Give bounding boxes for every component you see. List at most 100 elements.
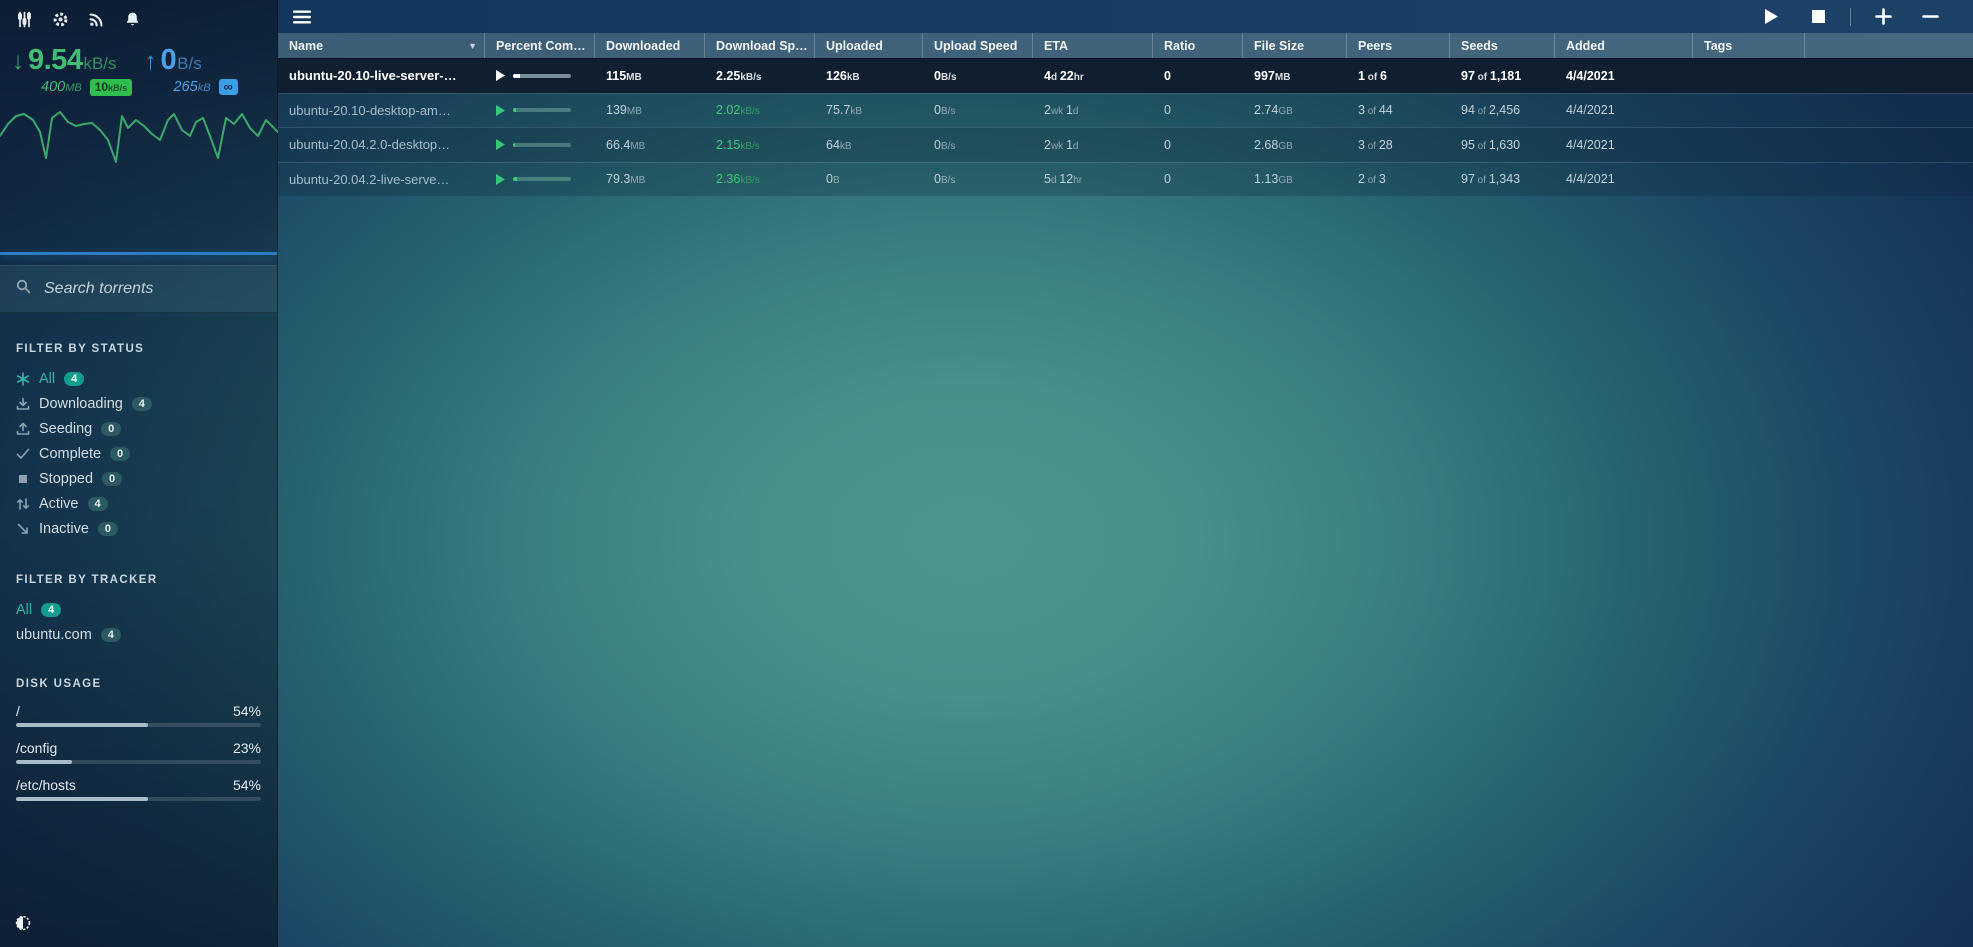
filter-label: Seeding [39, 420, 93, 437]
upload-total: 265kB [173, 79, 211, 95]
disk-usage-title: DISK USAGE [16, 678, 102, 690]
filter-label: Complete [39, 445, 102, 462]
cell-size: 1.13GB [1254, 172, 1293, 187]
cell-downloaded: 139MB [606, 103, 642, 118]
status-filter-title: FILTER BY STATUS [16, 343, 145, 355]
status-filter-active[interactable]: Active 4 [16, 491, 261, 516]
column-header-size[interactable]: File Size [1243, 33, 1347, 58]
column-label: Percent Com… [496, 38, 586, 53]
filter-label: Stopped [39, 470, 94, 487]
disk-usage-bar [16, 797, 261, 801]
cell-name: ubuntu-20.04.2.0-desktop… [289, 137, 451, 153]
active-arrows-icon [16, 497, 30, 511]
arrow-up-icon: ↑ [144, 48, 157, 75]
main-toolbar [278, 0, 1973, 33]
bell-icon[interactable] [124, 11, 141, 28]
column-label: Upload Speed [934, 38, 1018, 53]
start-torrent-button[interactable] [1756, 4, 1786, 30]
cell-ratio: 0 [1164, 68, 1171, 83]
feed-icon[interactable] [88, 11, 105, 28]
cell-pct [485, 139, 595, 151]
cell-downloaded: 115MB [606, 68, 642, 83]
disk-percent: 54% [232, 703, 261, 719]
status-filter-stopped[interactable]: Stopped 0 [16, 466, 261, 491]
cell-added: 4/4/2021 [1566, 68, 1615, 83]
disk-usage-bar [16, 760, 261, 764]
status-filter-downloading[interactable]: Downloading 4 [16, 391, 261, 416]
column-label: Tags [1704, 38, 1733, 53]
cell-seeds: 97 of 1,181 [1461, 68, 1522, 83]
status-filter-list: All 4 Downloading 4 Seeding 0 Complete 0 Stopped… [16, 366, 261, 541]
cell-ratio: 0 [1164, 103, 1171, 118]
column-header-dlspeed[interactable]: Download Sp… [705, 33, 815, 58]
tracker-filter-ubuntu.com[interactable]: ubuntu.com 4 [16, 622, 261, 647]
status-filter-all[interactable]: All 4 [16, 366, 261, 391]
search-panel [0, 265, 277, 313]
cell-name: ubuntu-20.10-desktop-am… [289, 102, 451, 118]
torrent-row[interactable]: ubuntu-20.10-desktop-am… 139MB 2.02kB/s 75… [278, 92, 1973, 127]
asterisk-icon [16, 371, 30, 386]
filter-count-badge: 0 [110, 446, 131, 461]
filter-label: Downloading [39, 395, 123, 412]
column-header-pct[interactable]: Percent Com… [485, 33, 595, 58]
remove-torrent-button[interactable] [1915, 4, 1945, 30]
filter-label: ubuntu.com [16, 626, 92, 643]
tracker-filter-title: FILTER BY TRACKER [16, 574, 158, 586]
column-header-name[interactable]: Name ▼ [278, 33, 485, 58]
hamburger-menu-button[interactable] [284, 4, 320, 30]
cell-peers: 3 of 44 [1358, 103, 1393, 118]
filter-count-badge: 0 [102, 471, 123, 486]
column-header-ratio[interactable]: Ratio [1153, 33, 1243, 58]
cell-name: ubuntu-20.04.2-live-serve… [289, 171, 450, 187]
column-header-downloaded[interactable]: Downloaded [595, 33, 705, 58]
filter-count-badge: 4 [87, 496, 108, 511]
tracker-filter-all[interactable]: All 4 [16, 597, 261, 622]
filter-count-badge: 4 [64, 371, 85, 386]
cell-downloaded: 66.4MB [606, 137, 646, 152]
torrent-row[interactable]: ubuntu-20.04.2.0-desktop… 66.4MB 2.15kB/s… [278, 127, 1973, 162]
sidebar: ↓ 9.54kB/s 400MB 10kB/s ↑ 0B/s 265kB ∞ [0, 0, 278, 947]
status-filter-inactive[interactable]: Inactive 0 [16, 516, 261, 541]
cell-ulspeed: 0B/s [934, 68, 957, 83]
transfer-history-graph [0, 111, 278, 163]
cell-uploaded: 75.7kB [826, 103, 863, 118]
cell-eta: 4d 22hr [1044, 68, 1084, 83]
add-torrent-button[interactable] [1868, 4, 1898, 30]
column-label: Downloaded [606, 38, 681, 53]
sliders-icon[interactable] [16, 11, 33, 28]
table-header: Name ▼ Percent Com… Downloaded Download Sp… U… [278, 33, 1973, 58]
gear-icon[interactable] [52, 11, 69, 28]
cell-downloaded: 79.3MB [606, 172, 646, 187]
torrent-row[interactable]: ubuntu-20.10-live-server-… 115MB 2.25kB/s… [278, 58, 1973, 93]
progress-bar [513, 142, 571, 147]
column-header-eta[interactable]: ETA [1033, 33, 1153, 58]
cell-dlspeed: 2.36kB/s [716, 172, 760, 187]
contrast-icon[interactable] [15, 915, 31, 936]
search-icon [16, 279, 31, 299]
status-filter-seeding[interactable]: Seeding 0 [16, 416, 261, 441]
column-header-seeds[interactable]: Seeds [1450, 33, 1555, 58]
column-header-peers[interactable]: Peers [1347, 33, 1450, 58]
cell-eta: 5d 12hr [1044, 172, 1083, 187]
cell-dlspeed: 2.02kB/s [716, 103, 760, 118]
cell-eta: 2wk 1d [1044, 137, 1079, 152]
filter-count-badge: 4 [131, 396, 152, 411]
progress-bar [513, 73, 571, 78]
column-header-tags[interactable]: Tags [1693, 33, 1805, 58]
filter-count-badge: 0 [97, 521, 118, 536]
torrent-list: ubuntu-20.10-live-server-… 115MB 2.25kB/s… [278, 58, 1973, 196]
column-label: Peers [1358, 38, 1393, 53]
disk-usage-row: /config 23% [16, 740, 261, 764]
search-input[interactable] [42, 279, 261, 299]
torrent-row[interactable]: ubuntu-20.04.2-live-serve… 79.3MB 2.36kB/… [278, 161, 1973, 196]
column-header-ulspeed[interactable]: Upload Speed [923, 33, 1033, 58]
cell-ratio: 0 [1164, 137, 1171, 152]
column-label: Added [1566, 38, 1605, 53]
cell-seeds: 94 of 2,456 [1461, 103, 1521, 118]
tracker-filter-section: FILTER BY TRACKER All 4 ubuntu.com 4 [0, 574, 277, 647]
stop-torrent-button[interactable] [1803, 4, 1833, 30]
column-header-added[interactable]: Added [1555, 33, 1693, 58]
status-filter-complete[interactable]: Complete 0 [16, 441, 261, 466]
column-header-uploaded[interactable]: Uploaded [815, 33, 923, 58]
cell-uploaded: 126kB [826, 68, 860, 83]
